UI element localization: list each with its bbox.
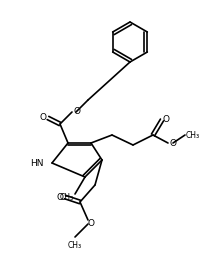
Text: O: O [56, 193, 63, 201]
Text: O: O [87, 218, 94, 228]
Text: O: O [73, 107, 80, 116]
Text: CH₃: CH₃ [185, 130, 199, 140]
Text: CH₃: CH₃ [60, 194, 74, 202]
Text: O: O [39, 113, 46, 123]
Text: O: O [162, 116, 169, 124]
Text: CH₃: CH₃ [68, 241, 82, 249]
Text: O: O [169, 139, 176, 147]
Text: HN: HN [30, 158, 44, 167]
